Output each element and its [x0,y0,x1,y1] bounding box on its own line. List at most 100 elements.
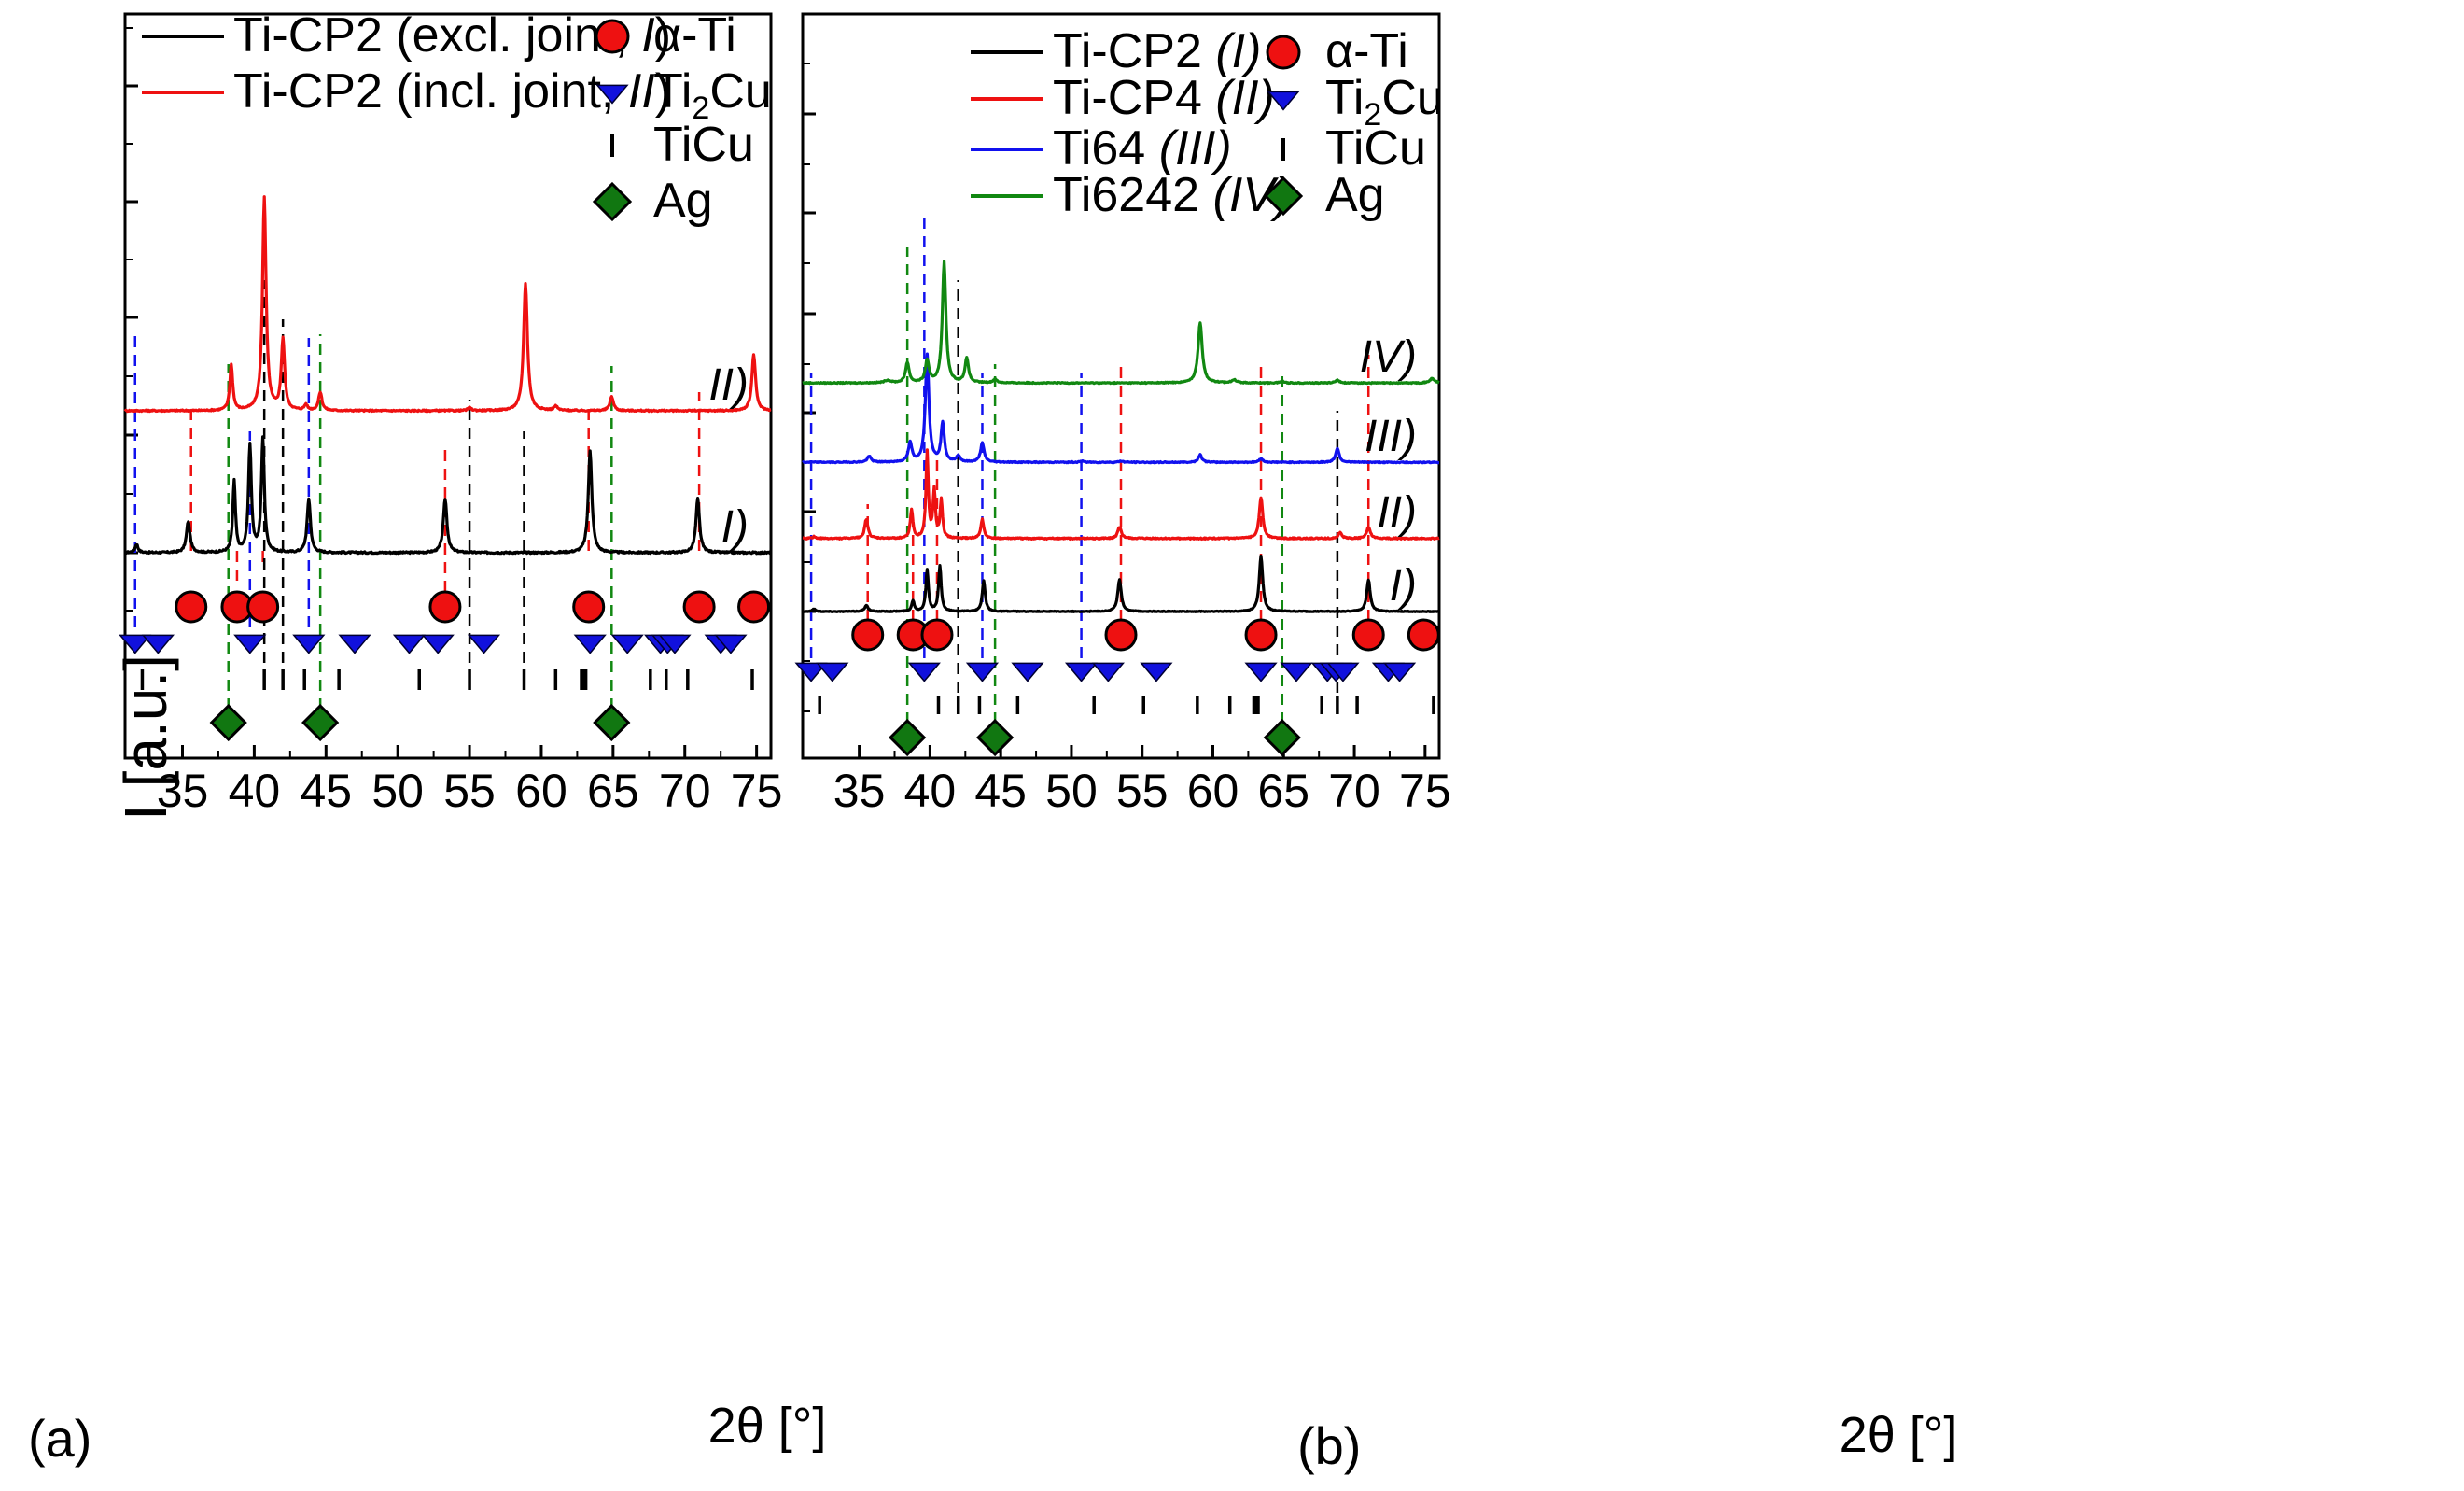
panel-b-label: (b) [1297,1416,1361,1475]
alpha-ti-marker [175,590,208,624]
legend-ag-icon [1263,176,1304,217]
ti2cu-marker [714,634,748,654]
ag-marker [301,703,340,742]
ag-marker [1263,718,1301,757]
alpha-ti-marker [1407,618,1440,652]
series-tag: IV) [1360,332,1417,382]
ti2cu-marker [907,662,941,682]
legend-marker-label: Ag [653,174,713,228]
legend-marker-label: Ti2Cu [653,64,772,126]
alpha-ti-marker [428,590,462,624]
legend-marker-label: α-Ti [653,8,736,63]
alpha-ti-marker [920,618,954,652]
ti2cu-marker [1140,662,1173,682]
legend-ti2cu-icon [595,84,629,105]
x-tick-label: 65 [587,765,639,817]
ti2cu-marker [292,634,326,654]
series-tag: II) [1377,488,1417,538]
x-tick-label: 35 [833,765,886,817]
alpha-ti-marker [1351,618,1385,652]
ti2cu-marker [816,662,849,682]
series-line-4 [802,260,1440,386]
ag-marker [975,718,1015,757]
ti2cu-marker [965,662,1000,682]
x-tick-label: 35 [157,765,209,817]
x-tick-label: 50 [1045,765,1098,817]
legend-marker-label: α-Ti [1325,24,1408,78]
alpha-ti-marker [572,590,606,624]
series-tag: III) [1365,412,1417,461]
ti2cu-marker [1091,662,1125,682]
y-axis-label: I [a.u.] [112,654,179,821]
ti2cu-marker [658,634,692,654]
legend-marker-label: Ti2Cu [1325,71,1444,133]
ti2cu-marker [141,634,175,654]
series-tag: I) [1390,561,1417,611]
series-line-3 [802,352,1440,465]
ti2cu-marker [1011,662,1044,682]
ti2cu-marker [1064,662,1099,682]
legend-alpha-ti-icon [595,19,630,54]
ti2cu-marker [1244,662,1278,682]
ti2cu-marker [1280,662,1313,682]
panel-a-chart: 35 40 45 50 55 60 65 70 75 I) II) Ti-CP2 (excl. joi… [119,8,783,817]
ag-marker [593,703,631,742]
alpha-ti-marker [1104,618,1138,652]
x-tick-label: 55 [1116,765,1169,817]
panel-a-label: (a) [28,1409,91,1468]
plot-frame [123,12,773,760]
x-tick-label: 65 [1257,765,1309,817]
ti2cu-marker [1326,662,1360,682]
legend-entry: Ti6242 (IV) [1053,168,1291,222]
legend-alpha-ti-icon [1266,35,1301,70]
ag-marker [889,718,927,757]
ti2cu-marker [610,634,644,654]
x-tick-label: 40 [229,765,281,817]
legend-entry: Ti64 (III) [1053,121,1232,176]
alpha-ti-marker [246,590,280,624]
legend-entry: Ti-CP2 (excl. joint, I) [233,8,671,63]
x-tick-label: 45 [300,765,352,817]
x-tick-label: 75 [731,765,783,817]
x-tick-label: 55 [443,765,496,817]
panel-a-x-axis-title: 2θ [°] [708,1398,827,1454]
alpha-ti-marker [851,618,885,652]
legend-ag-icon [592,181,633,222]
series-line-2 [123,195,772,414]
alpha-ti-marker [682,590,716,624]
panel-b-x-axis-title: 2θ [°] [1840,1407,1958,1463]
x-tick-label: 70 [659,765,711,817]
ti2cu-marker [392,634,427,654]
ti2cu-marker [1382,662,1417,682]
legend-entry: Ti-CP2 (incl. joint, II) [233,64,671,119]
ti2cu-marker [467,634,501,654]
series-line-2 [802,448,1440,542]
series-tag: I) [721,502,749,552]
alpha-ti-marker [1244,618,1278,652]
ti2cu-marker [233,634,267,654]
x-tick-label: 60 [1187,765,1239,817]
series-line-1 [802,554,1440,613]
x-tick-label: 45 [974,765,1027,817]
x-tick-label: 75 [1399,765,1451,817]
alpha-ti-marker [737,590,771,624]
plot-frame [801,12,1441,760]
series-tag: II) [708,360,749,410]
ti2cu-marker [338,634,371,654]
legend-entry: Ti-CP4 (II) [1053,71,1275,125]
legend-marker-label: Ag [1325,168,1385,222]
panel-b-chart: 35 40 45 50 55 60 65 70 75 I) II) III) IV) Ti-CP2 (I)… [794,12,1451,817]
legend-entry: Ti-CP2 (I) [1053,24,1261,78]
ag-marker [209,703,247,742]
ti2cu-marker [794,662,828,682]
x-tick-label: 60 [515,765,567,817]
x-tick-label: 50 [371,765,424,817]
ti2cu-marker [421,634,455,654]
ti2cu-marker [573,634,607,654]
legend-marker-label: TiCu [653,118,754,172]
x-tick-label: 40 [904,765,957,817]
x-tick-label: 70 [1328,765,1380,817]
legend-ti2cu-icon [1267,91,1300,111]
series-line-1 [124,435,773,556]
